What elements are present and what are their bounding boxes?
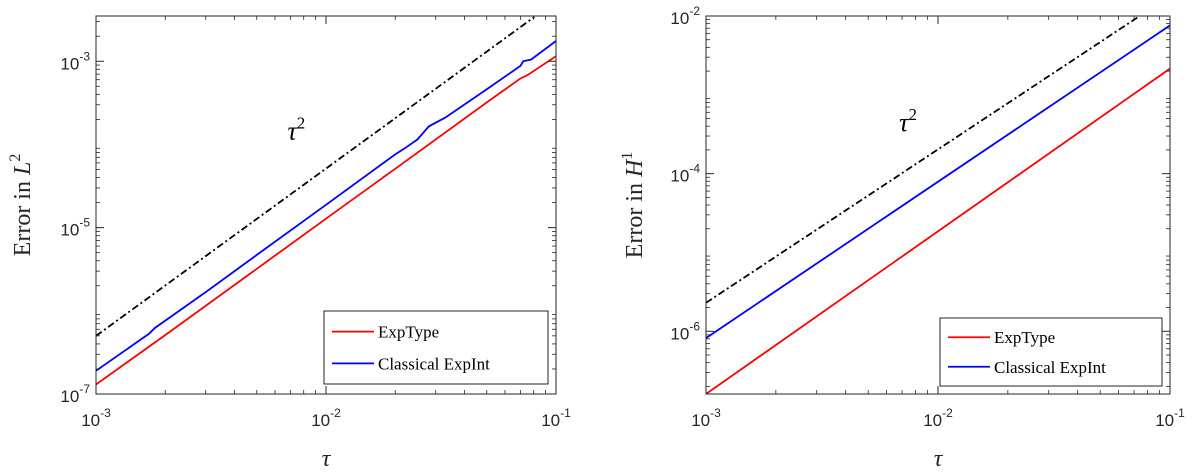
x-tick-label: 10-2	[923, 406, 953, 430]
y-tick-label: 10-7	[60, 382, 90, 406]
y-tick-label: 10-6	[670, 319, 700, 343]
series-line-classical-expint	[96, 40, 556, 372]
y-tick-label: 10-4	[670, 162, 700, 186]
x-tick-label: 10-2	[311, 406, 341, 430]
slope-annotation: τ2	[899, 105, 917, 137]
x-axis-label: τ	[934, 446, 944, 472]
slope-annotation: τ2	[287, 113, 305, 145]
legend-label: Classical ExpInt	[994, 358, 1106, 377]
y-tick-label: 10-5	[60, 216, 90, 240]
chart-panel-1: 10-3 10-2 10-1 10-7 10-5 10-3 τ Error in L2 τ2 Ex…	[7, 15, 571, 472]
chart-panel-2: 10-3 10-2 10-1 10-6 10-4 10-2 τ Error in H1 τ2 Ex…	[619, 4, 1185, 472]
x-tick-label: 10-1	[1155, 406, 1185, 430]
series-line-classical-expint	[706, 24, 1170, 339]
legend-label: ExpType	[378, 323, 439, 342]
y-tick-label: 10-2	[670, 4, 700, 28]
y-tick-label: 10-3	[60, 49, 90, 73]
x-tick-label: 10-1	[541, 406, 571, 430]
series-line-exptype	[96, 55, 556, 386]
y-axis-label: Error in L2	[7, 154, 36, 257]
legend-label: Classical ExpInt	[378, 354, 490, 373]
y-axis-label: Error in H1	[619, 152, 648, 259]
series-line-exptype	[706, 67, 1170, 394]
legend: ExpType Classical ExpInt	[323, 310, 549, 385]
legend: ExpType Classical ExpInt	[939, 317, 1163, 387]
legend-box	[939, 317, 1163, 387]
x-tick-label: 10-3	[81, 406, 111, 430]
legend-box	[323, 310, 549, 385]
x-tick-label: 10-3	[691, 406, 721, 430]
x-axis-label: τ	[322, 446, 332, 472]
legend-label: ExpType	[994, 328, 1055, 347]
reference-slope-line	[96, 16, 535, 337]
reference-slope-line	[706, 16, 1141, 304]
